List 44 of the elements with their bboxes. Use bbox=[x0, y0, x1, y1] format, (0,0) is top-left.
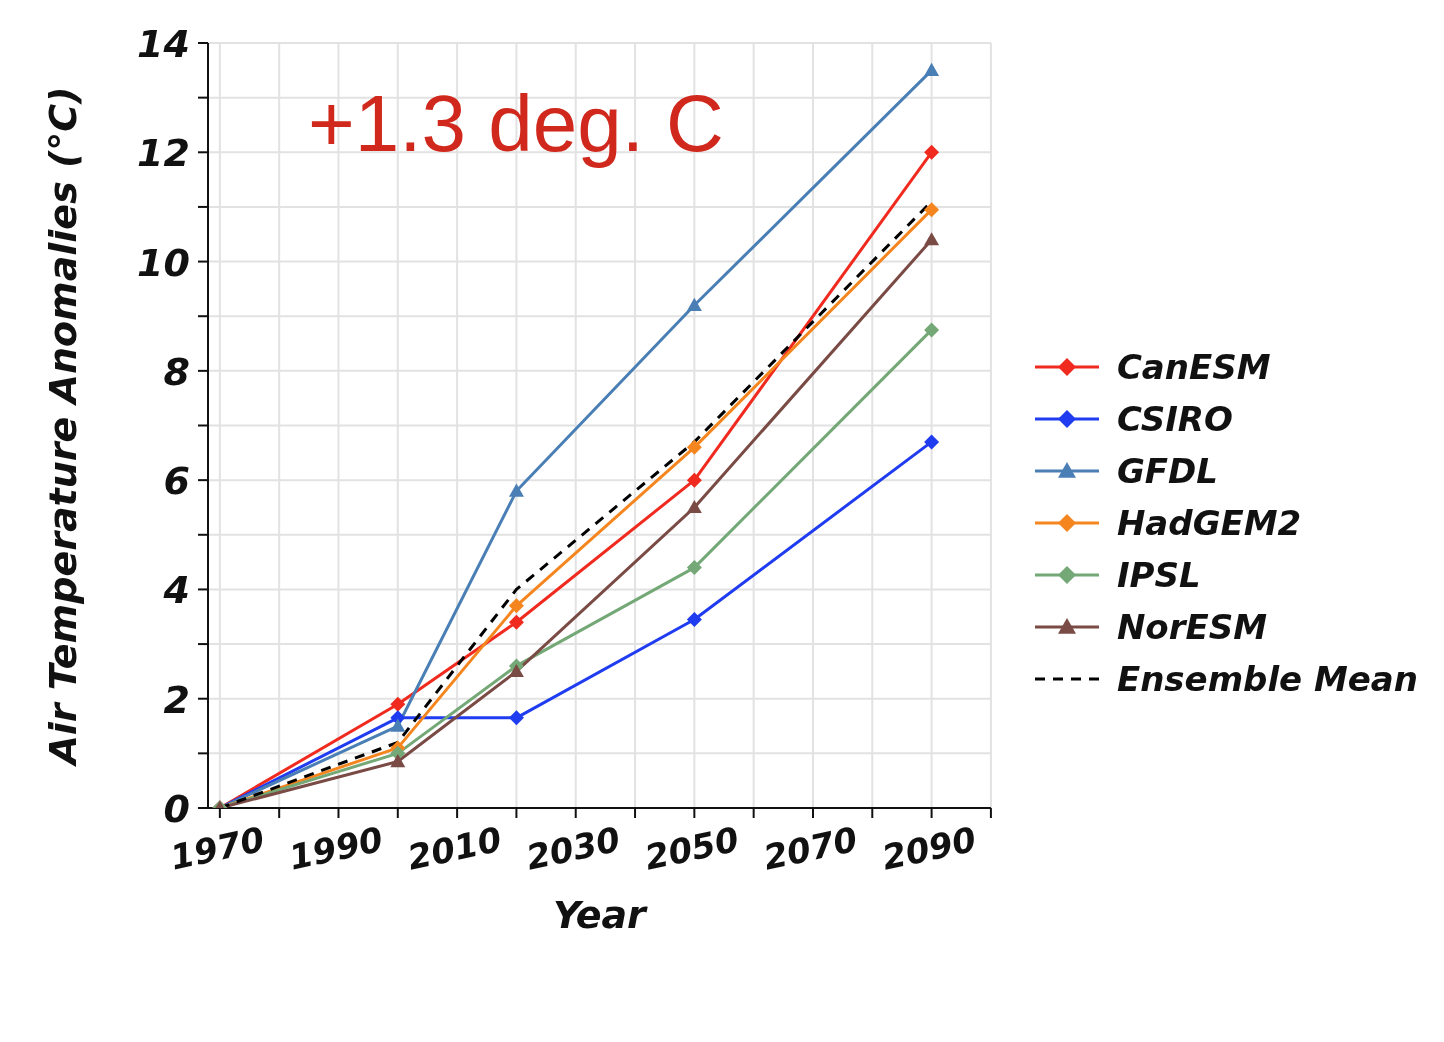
point bbox=[508, 663, 524, 678]
x-tick-label: 1990 bbox=[285, 818, 387, 878]
y-tick-label: 10 bbox=[137, 240, 190, 285]
legend-label: NorESM bbox=[1116, 607, 1268, 647]
legend-label: CanESM bbox=[1116, 347, 1271, 387]
annotation: +1.3 deg. C bbox=[308, 78, 724, 170]
point bbox=[390, 754, 406, 768]
y-tick-label: 2 bbox=[163, 677, 190, 722]
point bbox=[924, 434, 940, 450]
x-tick-label: 2050 bbox=[641, 818, 743, 878]
point bbox=[686, 472, 702, 488]
point bbox=[686, 297, 702, 311]
legend-label: HadGEM2 bbox=[1116, 503, 1302, 543]
point bbox=[508, 483, 524, 497]
point bbox=[508, 614, 524, 630]
point bbox=[508, 710, 524, 726]
legend-label: IPSL bbox=[1116, 555, 1201, 595]
point bbox=[686, 499, 702, 514]
x-axis-title: Year bbox=[553, 893, 649, 937]
point bbox=[924, 322, 940, 338]
legend-label: GFDL bbox=[1116, 451, 1218, 491]
point bbox=[390, 718, 406, 732]
point bbox=[924, 144, 940, 160]
point bbox=[924, 202, 940, 218]
y-tick-label: 6 bbox=[163, 459, 190, 504]
point bbox=[390, 696, 406, 712]
point bbox=[924, 232, 940, 246]
x-tick-label: 2010 bbox=[404, 818, 506, 878]
y-tick-label: 12 bbox=[137, 131, 190, 176]
x-tick-label: 2030 bbox=[522, 818, 624, 878]
point bbox=[686, 611, 702, 627]
y-tick-label: 14 bbox=[137, 22, 190, 66]
y-tick-label: 4 bbox=[162, 568, 190, 613]
point bbox=[686, 439, 702, 455]
y-axis-title: Air Temperature Anomalies (°C) bbox=[41, 86, 86, 768]
point bbox=[508, 598, 524, 614]
legend-label: CSIRO bbox=[1116, 399, 1233, 439]
x-tick-label: 2070 bbox=[760, 818, 861, 878]
point bbox=[924, 62, 940, 76]
point bbox=[686, 560, 702, 576]
y-tick-label: 0 bbox=[163, 787, 190, 831]
y-tick-label: 8 bbox=[163, 349, 190, 394]
x-tick-label: 2090 bbox=[878, 818, 980, 878]
legend-label: Ensemble Mean bbox=[1116, 659, 1418, 699]
